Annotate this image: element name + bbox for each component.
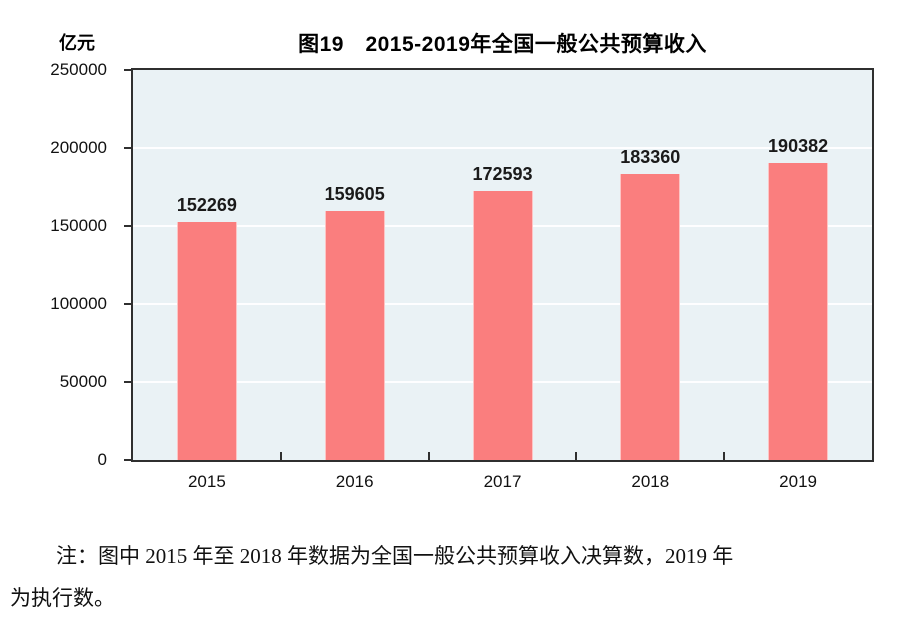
y-axis-tick-100000: [124, 303, 131, 305]
plot-area: 152269 159605 172593 183360 190382: [131, 68, 874, 462]
footnote-line-2: 为执行数。: [10, 586, 115, 610]
bar-value-label-2018: 183360: [620, 146, 681, 167]
x-axis-tick-3: [575, 452, 578, 460]
x-axis-tick-2: [427, 452, 430, 460]
x-axis-label-2018: 2018: [631, 472, 670, 491]
y-axis-tick-label-0: 0: [97, 450, 107, 469]
footnote-line-1: 注：图中 2015 年至 2018 年数据为全国一般公共预算收入决算数，2019…: [56, 544, 734, 568]
bar-2019: [768, 163, 829, 460]
x-axis-tick-1: [279, 452, 282, 460]
bar-value-label-2019: 190382: [768, 136, 829, 156]
y-axis-tick-250000: [124, 69, 131, 71]
x-axis-label-2017: 2017: [483, 472, 522, 491]
y-axis-tick-label-200000: 200000: [50, 138, 107, 157]
gridline-200000: [133, 147, 872, 149]
x-axis-label-2015: 2015: [187, 472, 226, 491]
y-axis-tick-label-50000: 50000: [59, 372, 107, 391]
chart-footnote: 注：图中 2015 年至 2018 年数据为全国一般公共预算收入决算数，2019…: [10, 535, 892, 619]
y-axis-tick-0: [124, 459, 131, 461]
bar-2016: [324, 211, 385, 460]
y-axis-tick-150000: [124, 225, 131, 227]
y-axis-tick-label-250000: 250000: [50, 60, 107, 79]
y-axis-tick-label-100000: 100000: [50, 294, 107, 313]
bar-2018: [620, 173, 681, 460]
y-axis-unit-label: 亿元: [59, 33, 95, 53]
bar-value-label-2015: 152269: [176, 195, 237, 216]
y-axis-tick-200000: [124, 147, 131, 149]
y-axis-tick-label-150000: 150000: [50, 216, 107, 235]
bar-value-label-2016: 159605: [324, 184, 385, 205]
bar-value-label-2017: 172593: [472, 163, 533, 184]
x-axis-tick-4: [723, 452, 726, 460]
y-axis-tick-50000: [124, 381, 131, 383]
x-axis-label-2016: 2016: [335, 472, 374, 491]
budget-revenue-figure: 亿元 图19 2015-2019年全国一般公共预算收入 152269 159605…: [10, 33, 874, 610]
bar-2017: [472, 190, 533, 460]
x-axis-label-2019: 2019: [779, 472, 817, 491]
chart-title: 图19 2015-2019年全国一般公共预算收入: [298, 33, 707, 56]
bar-2015: [176, 222, 237, 460]
